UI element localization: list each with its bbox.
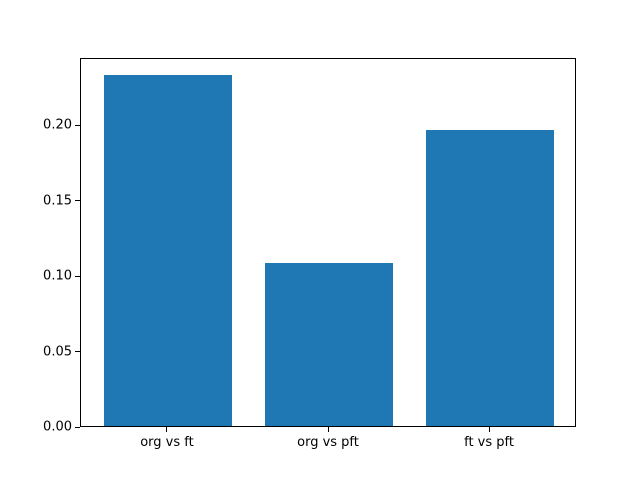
y-tick-mark bbox=[75, 351, 80, 353]
y-tick-label: 0.00 bbox=[43, 419, 72, 435]
y-tick-label: 0.15 bbox=[43, 193, 72, 209]
y-tick-mark bbox=[75, 275, 80, 277]
y-tick-mark bbox=[75, 200, 80, 202]
plot-area bbox=[80, 58, 576, 427]
x-tick-mark bbox=[488, 427, 490, 432]
x-tick-label: org vs ft bbox=[140, 435, 194, 450]
bar-org-vs-pft bbox=[264, 263, 394, 426]
x-tick-mark bbox=[166, 427, 168, 432]
y-tick-label: 0.20 bbox=[43, 117, 72, 133]
y-tick-mark bbox=[75, 426, 80, 428]
y-tick-label: 0.10 bbox=[43, 268, 72, 284]
x-tick-label: ft vs pft bbox=[464, 435, 514, 450]
y-tick-label: 0.05 bbox=[43, 344, 72, 360]
x-tick-mark bbox=[327, 427, 329, 432]
bar-ft-vs-pft bbox=[425, 130, 555, 426]
x-tick-label: org vs pft bbox=[297, 435, 359, 450]
bar-org-vs-ft bbox=[103, 74, 233, 426]
y-tick-mark bbox=[75, 124, 80, 126]
